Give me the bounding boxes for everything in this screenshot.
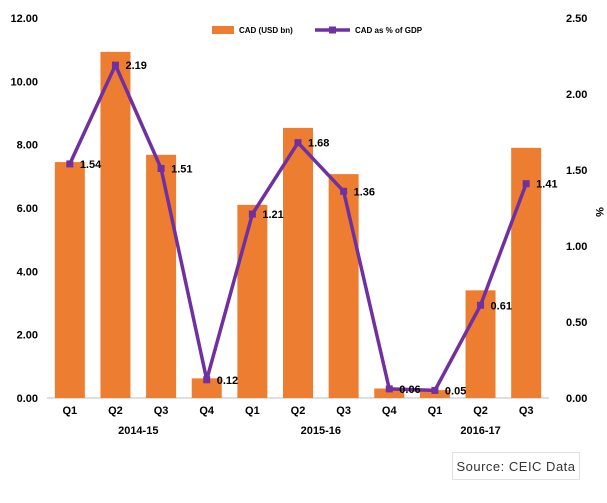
- bar: [237, 204, 268, 398]
- legend-swatch-bar: [212, 26, 234, 34]
- right-tick-label: 2.00: [566, 89, 587, 101]
- right-axis-label: %: [593, 207, 605, 217]
- data-label: 1.21: [262, 209, 283, 221]
- bar: [419, 390, 450, 398]
- source-note: Source: CEIC Data: [452, 452, 580, 480]
- source-text: Source: CEIC Data: [456, 458, 576, 474]
- category-label: Q1: [428, 405, 443, 417]
- data-label: 1.36: [354, 186, 375, 198]
- category-label: Q3: [154, 405, 169, 417]
- data-label: 0.06: [399, 384, 420, 396]
- category-label: Q4: [199, 405, 215, 417]
- left-tick-label: 4.00: [17, 266, 38, 278]
- bar: [374, 388, 405, 398]
- line-marker: [111, 61, 119, 69]
- data-label: 2.19: [125, 60, 146, 72]
- category-label: Q2: [473, 405, 488, 417]
- bar: [146, 154, 177, 398]
- left-tick-label: 10.00: [10, 76, 38, 88]
- data-label: 1.68: [308, 138, 329, 150]
- left-tick-label: 6.00: [17, 203, 38, 215]
- category-label: Q1: [62, 405, 77, 417]
- data-label: 0.05: [445, 385, 466, 397]
- group-label: 2016-17: [460, 425, 500, 437]
- right-tick-label: 1.50: [566, 165, 587, 177]
- line-marker: [66, 160, 74, 168]
- bar: [191, 378, 222, 398]
- category-label: Q4: [382, 405, 398, 417]
- group-label: 2014-15: [118, 425, 158, 437]
- right-tick-label: 0.50: [566, 317, 587, 329]
- line-marker: [477, 301, 485, 309]
- left-tick-label: 0.00: [17, 393, 38, 405]
- left-tick-label: 2.00: [17, 330, 38, 342]
- bar: [54, 162, 85, 398]
- data-label: 0.12: [217, 375, 238, 387]
- legend-label-line: CAD as % of GDP: [355, 26, 423, 35]
- bar: [511, 147, 542, 398]
- left-tick-label: 8.00: [17, 140, 38, 152]
- line-marker: [157, 164, 165, 172]
- bar: [328, 174, 359, 398]
- category-label: Q3: [336, 405, 351, 417]
- line-marker: [431, 386, 439, 394]
- category-label: Q2: [291, 405, 306, 417]
- right-tick-label: 2.50: [566, 13, 587, 25]
- category-label: Q1: [245, 405, 260, 417]
- data-label: 1.51: [171, 163, 192, 175]
- data-label: 1.54: [80, 159, 102, 171]
- right-tick-label: 0.00: [566, 393, 587, 405]
- line-marker: [522, 180, 530, 188]
- right-tick-label: 1.00: [566, 241, 587, 253]
- data-label: 1.41: [536, 179, 557, 191]
- line-marker: [340, 187, 348, 195]
- bar: [100, 51, 131, 399]
- category-label: Q3: [519, 405, 534, 417]
- legend-label-bar: CAD (USD bn): [239, 26, 293, 35]
- legend-marker-line: [329, 26, 336, 34]
- data-label: 0.61: [491, 300, 512, 312]
- line-marker: [203, 376, 211, 384]
- group-label: 2015-16: [301, 425, 341, 437]
- line-marker: [385, 385, 393, 393]
- left-tick-label: 12.00: [10, 13, 38, 25]
- line-marker: [294, 139, 302, 147]
- line-marker: [248, 210, 256, 218]
- bar: [283, 127, 313, 398]
- category-label: Q2: [108, 405, 123, 417]
